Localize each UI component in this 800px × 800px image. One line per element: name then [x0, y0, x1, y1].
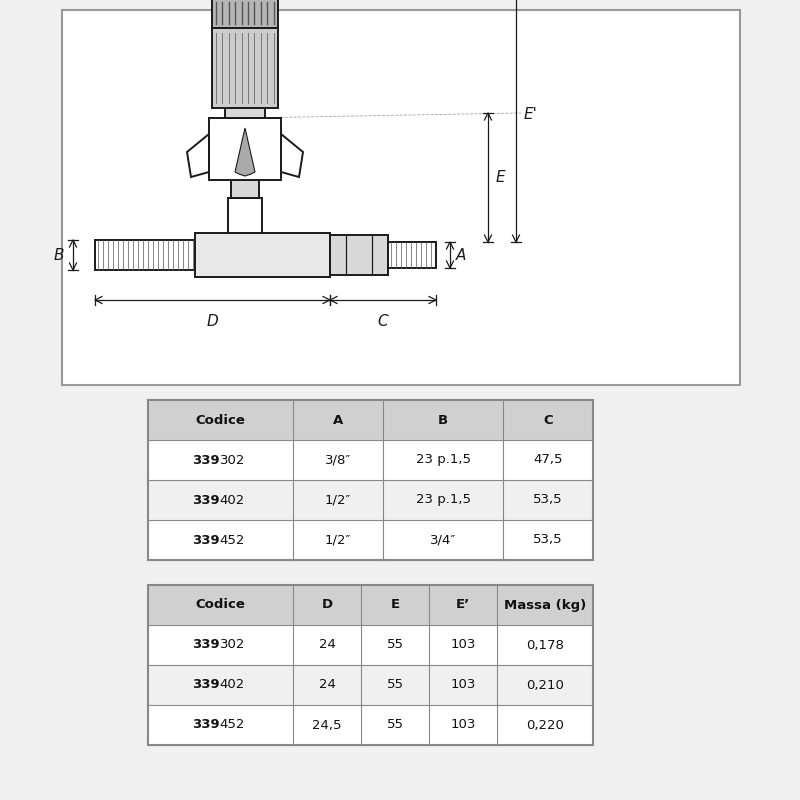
Text: C: C — [543, 414, 553, 426]
Bar — [148, 400, 593, 440]
Bar — [195, 233, 330, 277]
Text: 452: 452 — [219, 718, 245, 731]
Text: 23 p.1,5: 23 p.1,5 — [415, 454, 470, 466]
Text: 23 p.1,5: 23 p.1,5 — [415, 494, 470, 506]
Text: 339: 339 — [192, 494, 219, 506]
Text: 402: 402 — [219, 678, 245, 691]
Bar — [228, 198, 262, 233]
Bar — [209, 118, 281, 180]
Bar — [148, 665, 593, 705]
Text: 1/2″: 1/2″ — [325, 534, 351, 546]
Text: 302: 302 — [219, 638, 245, 651]
Text: 0,210: 0,210 — [526, 678, 564, 691]
Bar — [212, 28, 278, 108]
Text: 53,5: 53,5 — [533, 534, 563, 546]
Bar — [148, 400, 593, 560]
Bar — [148, 400, 593, 560]
Text: 0,178: 0,178 — [526, 638, 564, 651]
Bar — [148, 585, 593, 745]
Bar — [148, 585, 593, 745]
Bar — [95, 240, 195, 270]
Bar — [62, 10, 740, 385]
Text: Codice: Codice — [195, 598, 246, 611]
Bar — [330, 235, 388, 275]
Text: A: A — [456, 247, 466, 262]
Text: 3/8″: 3/8″ — [325, 454, 351, 466]
Text: 55: 55 — [386, 678, 403, 691]
Text: E': E' — [524, 107, 538, 122]
Text: B: B — [54, 247, 64, 262]
Text: 339: 339 — [192, 718, 219, 731]
Text: Massa (kg): Massa (kg) — [504, 598, 586, 611]
Text: 1/2″: 1/2″ — [325, 494, 351, 506]
Text: E: E — [390, 598, 399, 611]
Text: E’: E’ — [456, 598, 470, 611]
Text: 24: 24 — [318, 678, 335, 691]
Text: D: D — [322, 598, 333, 611]
Text: 339: 339 — [192, 678, 219, 691]
Text: 339: 339 — [192, 454, 219, 466]
Text: A: A — [333, 414, 343, 426]
Text: 53,5: 53,5 — [533, 494, 563, 506]
Polygon shape — [281, 134, 303, 177]
Bar — [225, 108, 265, 118]
Polygon shape — [235, 128, 255, 176]
Text: Codice: Codice — [195, 414, 246, 426]
Bar — [148, 480, 593, 520]
Text: E: E — [496, 170, 506, 185]
Bar — [388, 242, 436, 268]
Text: 103: 103 — [450, 678, 476, 691]
Text: 3/4″: 3/4″ — [430, 534, 456, 546]
Text: 103: 103 — [450, 718, 476, 731]
Text: 24,5: 24,5 — [312, 718, 342, 731]
Text: 103: 103 — [450, 638, 476, 651]
Text: 55: 55 — [386, 718, 403, 731]
Text: D: D — [206, 314, 218, 329]
Text: B: B — [438, 414, 448, 426]
Text: 402: 402 — [219, 494, 245, 506]
Text: 47,5: 47,5 — [534, 454, 562, 466]
Text: C: C — [378, 314, 388, 329]
Text: 302: 302 — [219, 454, 245, 466]
Bar — [148, 585, 593, 625]
Text: 339: 339 — [192, 534, 219, 546]
Text: 0,220: 0,220 — [526, 718, 564, 731]
Bar — [212, 0, 278, 28]
Text: 24: 24 — [318, 638, 335, 651]
Text: 452: 452 — [219, 534, 245, 546]
Polygon shape — [187, 134, 209, 177]
Text: 339: 339 — [192, 638, 219, 651]
Text: 55: 55 — [386, 638, 403, 651]
Bar — [231, 180, 259, 198]
